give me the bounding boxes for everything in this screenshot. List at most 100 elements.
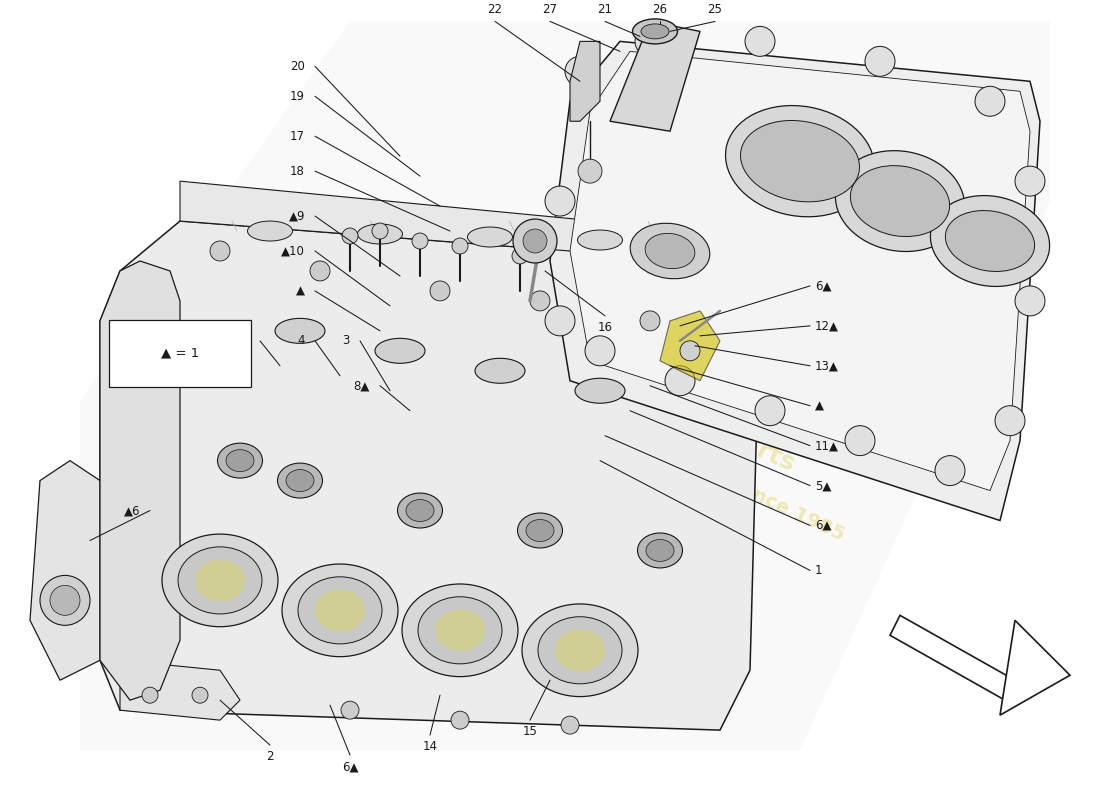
Ellipse shape: [468, 227, 513, 247]
Polygon shape: [570, 51, 1030, 490]
Text: ▲10: ▲10: [282, 245, 305, 258]
Ellipse shape: [195, 559, 245, 602]
Circle shape: [530, 291, 550, 311]
Polygon shape: [100, 221, 760, 730]
Text: since 1985: since 1985: [733, 477, 847, 544]
Text: 7: 7: [242, 334, 250, 347]
Circle shape: [755, 396, 785, 426]
Ellipse shape: [298, 577, 382, 644]
Text: 6▲: 6▲: [815, 519, 832, 532]
Polygon shape: [660, 311, 720, 381]
Text: 3: 3: [342, 334, 350, 347]
Ellipse shape: [641, 24, 669, 39]
Circle shape: [452, 238, 468, 254]
Text: 27: 27: [542, 3, 558, 17]
Polygon shape: [30, 461, 100, 680]
Text: 8▲: 8▲: [353, 379, 370, 392]
Text: ▲ = 1: ▲ = 1: [161, 347, 199, 360]
Circle shape: [372, 223, 388, 239]
Ellipse shape: [526, 519, 554, 542]
Text: 6▲: 6▲: [815, 279, 832, 293]
Polygon shape: [610, 22, 700, 131]
Circle shape: [635, 26, 666, 56]
Ellipse shape: [835, 150, 965, 251]
Ellipse shape: [286, 470, 313, 491]
Text: engine: engine: [671, 350, 769, 412]
Ellipse shape: [578, 230, 623, 250]
Circle shape: [341, 701, 359, 719]
Text: 19: 19: [290, 90, 305, 102]
Circle shape: [430, 281, 450, 301]
Text: 26: 26: [652, 3, 668, 17]
Circle shape: [512, 248, 528, 264]
Circle shape: [210, 241, 230, 261]
Circle shape: [522, 229, 547, 253]
Text: 16: 16: [597, 321, 613, 334]
Polygon shape: [180, 181, 760, 301]
Text: 17: 17: [290, 130, 305, 142]
Ellipse shape: [554, 630, 605, 671]
Ellipse shape: [630, 223, 710, 278]
Circle shape: [996, 406, 1025, 436]
Circle shape: [561, 716, 579, 734]
Circle shape: [640, 311, 660, 331]
Ellipse shape: [517, 513, 562, 548]
Text: 4: 4: [297, 334, 305, 347]
Ellipse shape: [162, 534, 278, 626]
Ellipse shape: [282, 564, 398, 657]
Text: 22: 22: [487, 3, 503, 17]
Ellipse shape: [740, 121, 859, 202]
Ellipse shape: [475, 358, 525, 383]
Circle shape: [565, 56, 595, 86]
Ellipse shape: [418, 597, 502, 664]
Ellipse shape: [218, 443, 263, 478]
Circle shape: [342, 228, 358, 244]
Polygon shape: [100, 261, 180, 700]
Polygon shape: [80, 22, 1050, 750]
Circle shape: [192, 687, 208, 703]
Circle shape: [544, 306, 575, 336]
Polygon shape: [890, 615, 1015, 700]
Circle shape: [865, 46, 895, 76]
Text: ▲9: ▲9: [288, 210, 305, 222]
Ellipse shape: [275, 318, 324, 343]
Circle shape: [1015, 286, 1045, 316]
Ellipse shape: [850, 166, 949, 237]
Circle shape: [975, 86, 1005, 116]
Text: 21: 21: [597, 3, 613, 17]
Circle shape: [578, 159, 602, 183]
Polygon shape: [550, 42, 1040, 521]
Circle shape: [745, 26, 776, 56]
Ellipse shape: [726, 106, 874, 217]
Text: ▲: ▲: [815, 399, 824, 412]
Text: ▲6: ▲6: [123, 504, 140, 517]
Text: 15: 15: [522, 725, 538, 738]
Text: 14: 14: [422, 740, 438, 753]
Ellipse shape: [406, 499, 434, 522]
Ellipse shape: [277, 463, 322, 498]
Circle shape: [40, 575, 90, 626]
Ellipse shape: [226, 450, 254, 471]
Circle shape: [412, 233, 428, 249]
Circle shape: [680, 341, 700, 361]
Polygon shape: [570, 42, 600, 122]
Text: 12▲: 12▲: [815, 319, 839, 332]
Text: 11▲: 11▲: [815, 439, 839, 452]
Ellipse shape: [315, 590, 365, 631]
Circle shape: [451, 711, 469, 729]
Ellipse shape: [178, 547, 262, 614]
Text: 2: 2: [266, 750, 274, 763]
Circle shape: [544, 186, 575, 216]
Circle shape: [585, 336, 615, 366]
Circle shape: [50, 586, 80, 615]
Ellipse shape: [931, 195, 1049, 286]
Ellipse shape: [632, 19, 678, 44]
Text: PARTS: PARTS: [931, 132, 989, 150]
Circle shape: [666, 366, 695, 396]
Ellipse shape: [397, 493, 442, 528]
Ellipse shape: [358, 224, 403, 244]
Ellipse shape: [375, 338, 425, 363]
Ellipse shape: [538, 617, 621, 684]
Circle shape: [1015, 166, 1045, 196]
Text: parts: parts: [722, 424, 799, 477]
